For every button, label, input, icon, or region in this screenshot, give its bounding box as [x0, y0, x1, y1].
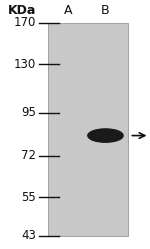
Text: 72: 72 — [21, 149, 36, 162]
Text: 55: 55 — [21, 191, 36, 204]
Text: 95: 95 — [21, 106, 36, 119]
Text: 130: 130 — [14, 58, 36, 71]
Text: B: B — [101, 4, 110, 17]
Ellipse shape — [88, 129, 123, 142]
FancyBboxPatch shape — [48, 23, 128, 236]
Text: KDa: KDa — [8, 4, 36, 17]
Text: 170: 170 — [14, 16, 36, 29]
Text: 43: 43 — [21, 229, 36, 242]
Text: A: A — [63, 4, 72, 17]
